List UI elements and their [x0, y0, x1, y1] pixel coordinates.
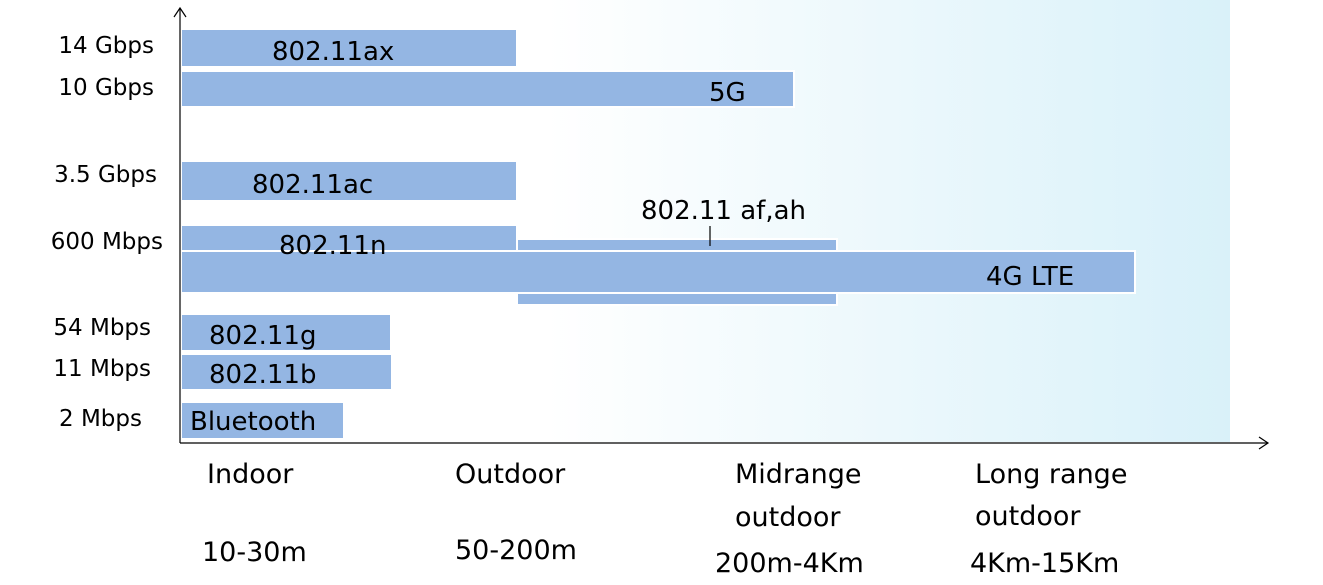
x-category-range: 10-30m [202, 537, 307, 568]
x-category-name: outdoor [735, 502, 841, 533]
y-tick-label: 54 Mbps [53, 315, 151, 341]
y-tick-label: 2 Mbps [59, 406, 142, 432]
label-802-11n: 802.11n [279, 231, 386, 261]
bar-802-11g [180, 313, 392, 352]
y-tick-label: 600 Mbps [51, 229, 163, 255]
x-category-range: 200m-4Km [715, 548, 864, 579]
bar-5g [180, 70, 795, 108]
y-tick-label: 11 Mbps [53, 356, 151, 382]
x-category-name: Midrange [735, 459, 861, 490]
bar-bluetooth [180, 401, 345, 440]
x-category-name: Indoor [207, 459, 294, 490]
label-802-11ac: 802.11ac [252, 170, 373, 200]
label-5g: 5G [709, 78, 746, 108]
label-bluetooth: Bluetooth [190, 407, 316, 437]
y-axis-arrow-icon [173, 6, 187, 18]
y-tick-label: 10 Gbps [58, 75, 154, 101]
bar-802-11b [180, 353, 393, 391]
label-802-11b: 802.11b [209, 360, 316, 390]
y-tick-label: 3.5 Gbps [54, 162, 157, 188]
x-axis-arrow-icon [1258, 436, 1270, 450]
x-category-name: Outdoor [455, 459, 566, 490]
x-category-range: 4Km-15Km [970, 548, 1119, 579]
bar-802-11ac [180, 160, 518, 202]
bar-802-11ax [180, 28, 518, 68]
label-4g-lte: 4G LTE [986, 262, 1074, 292]
label-802-11-af-ah: 802.11 af,ah [641, 196, 806, 226]
label-802-11g: 802.11g [209, 321, 316, 351]
x-category-name: outdoor [975, 501, 1081, 532]
label-802-11ax: 802.11ax [272, 37, 394, 67]
bar-4g-lte [180, 250, 1136, 294]
y-tick-label: 14 Gbps [58, 33, 154, 59]
x-category-range: 50-200m [455, 535, 577, 566]
x-category-name: Long range [975, 459, 1127, 490]
